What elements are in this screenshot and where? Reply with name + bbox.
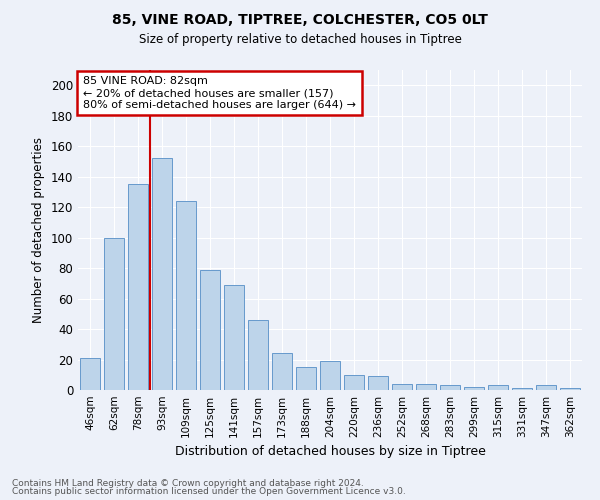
X-axis label: Distribution of detached houses by size in Tiptree: Distribution of detached houses by size … [175,446,485,458]
Bar [320,361,340,390]
Bar [152,158,172,390]
Bar [560,388,580,390]
Bar [440,386,460,390]
Y-axis label: Number of detached properties: Number of detached properties [32,137,45,323]
Bar [512,388,532,390]
Text: Contains HM Land Registry data © Crown copyright and database right 2024.: Contains HM Land Registry data © Crown c… [12,478,364,488]
Bar [248,320,268,390]
Text: Contains public sector information licensed under the Open Government Licence v3: Contains public sector information licen… [12,487,406,496]
Bar [536,386,556,390]
Bar [392,384,412,390]
Text: 85 VINE ROAD: 82sqm
← 20% of detached houses are smaller (157)
80% of semi-detac: 85 VINE ROAD: 82sqm ← 20% of detached ho… [83,76,356,110]
Bar [80,358,100,390]
Bar [200,270,220,390]
Bar [368,376,388,390]
Bar [104,238,124,390]
Bar [464,387,484,390]
Text: Size of property relative to detached houses in Tiptree: Size of property relative to detached ho… [139,32,461,46]
Bar [296,367,316,390]
Bar [272,354,292,390]
Bar [344,375,364,390]
Bar [176,201,196,390]
Bar [488,386,508,390]
Text: 85, VINE ROAD, TIPTREE, COLCHESTER, CO5 0LT: 85, VINE ROAD, TIPTREE, COLCHESTER, CO5 … [112,12,488,26]
Bar [128,184,148,390]
Bar [224,285,244,390]
Bar [416,384,436,390]
